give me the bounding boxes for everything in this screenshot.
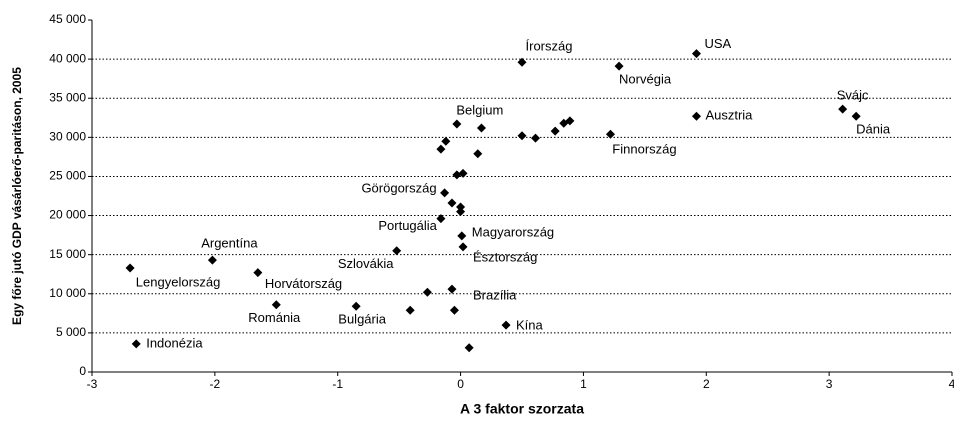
point <box>456 207 466 217</box>
point <box>517 57 527 67</box>
x-tick-label: 1 <box>580 377 587 391</box>
y-tick-label: 15 000 <box>49 247 86 261</box>
point-label: Finnország <box>612 142 676 157</box>
point-label: Románia <box>248 310 301 325</box>
point <box>614 61 624 71</box>
y-tick-label: 25 000 <box>49 169 86 183</box>
point-label: Indonézia <box>146 335 203 350</box>
point-label: Horvátország <box>265 276 342 291</box>
y-tick-label: 20 000 <box>49 208 86 222</box>
point-label: Belgium <box>456 102 503 117</box>
point <box>351 301 361 311</box>
point <box>440 188 450 198</box>
y-tick-label: 45 000 <box>49 12 86 26</box>
x-tick-label: -1 <box>332 377 343 391</box>
x-tick-label: 4 <box>949 377 954 391</box>
point <box>253 268 263 278</box>
x-axis-label: A 3 faktor szorzata <box>460 401 584 417</box>
x-tick-label: 3 <box>826 377 833 391</box>
point-label: Szlovákia <box>338 256 394 271</box>
point <box>456 202 466 212</box>
y-tick-label: 35 000 <box>49 90 86 104</box>
point-label: USA <box>704 36 731 51</box>
point <box>452 119 462 129</box>
point <box>457 231 467 241</box>
point <box>436 214 446 224</box>
point <box>851 111 861 121</box>
point <box>838 104 848 114</box>
point <box>392 246 402 256</box>
x-tick-label: -2 <box>210 377 221 391</box>
x-tick-label: 0 <box>457 377 464 391</box>
y-tick-label: 10 000 <box>49 286 86 300</box>
point-label: Lengyelország <box>136 274 221 289</box>
y-tick-label: 30 000 <box>49 130 86 144</box>
point-label: Portugália <box>378 218 437 233</box>
point <box>517 131 527 141</box>
point-label: Dánia <box>856 122 891 137</box>
point-label: Bulgária <box>338 312 386 327</box>
point-label: Észtország <box>473 249 537 264</box>
point <box>691 111 701 121</box>
point-label: Kína <box>516 318 544 333</box>
point <box>422 287 432 297</box>
point <box>501 320 511 330</box>
x-tick-label: -3 <box>87 377 98 391</box>
point <box>131 339 141 349</box>
y-tick-label: 5 000 <box>56 325 86 339</box>
point <box>691 49 701 59</box>
y-tick-label: 40 000 <box>49 51 86 65</box>
point <box>447 198 457 208</box>
point <box>441 136 451 146</box>
x-tick-label: 2 <box>703 377 710 391</box>
y-axis-label: Egy főre jutó GDP vásárlóerő-paritáson, … <box>10 67 24 325</box>
point-label: Ausztria <box>705 108 753 123</box>
point-label: Argentína <box>201 236 258 251</box>
point <box>476 123 486 133</box>
point <box>436 144 446 154</box>
point-label: Norvégia <box>619 72 672 87</box>
point <box>271 300 281 310</box>
point <box>452 170 462 180</box>
point <box>565 116 575 126</box>
point <box>605 129 615 139</box>
point <box>125 263 135 273</box>
point <box>207 255 217 265</box>
point-label: Görögország <box>361 180 436 195</box>
point-label: Írország <box>526 39 573 54</box>
point-label: Svájc <box>837 88 869 103</box>
point <box>464 343 474 353</box>
point <box>458 242 468 252</box>
point-label: Magyarország <box>472 224 554 239</box>
point-label: Brazília <box>473 288 517 303</box>
point <box>405 305 415 315</box>
point <box>550 126 560 136</box>
point <box>458 168 468 178</box>
point <box>447 284 457 294</box>
point <box>449 305 459 315</box>
point <box>531 133 541 143</box>
point <box>473 149 483 159</box>
y-tick-label: 0 <box>79 364 86 378</box>
